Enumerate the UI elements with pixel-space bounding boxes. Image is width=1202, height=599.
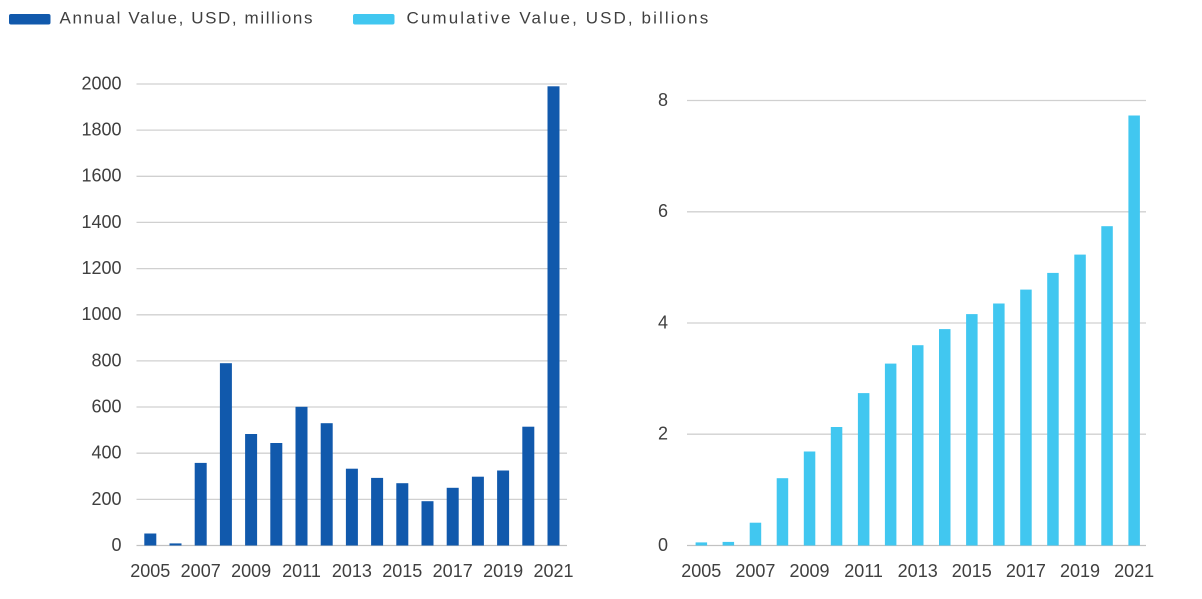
svg-text:2007: 2007 [181, 561, 221, 581]
svg-text:1000: 1000 [81, 304, 121, 324]
svg-text:0: 0 [658, 535, 668, 555]
svg-text:8: 8 [658, 90, 668, 110]
svg-text:1400: 1400 [81, 212, 121, 232]
svg-text:2015: 2015 [952, 561, 992, 581]
svg-text:2021: 2021 [533, 561, 573, 581]
svg-text:2005: 2005 [681, 561, 721, 581]
svg-text:400: 400 [91, 443, 121, 463]
svg-text:2005: 2005 [130, 561, 170, 581]
svg-text:0: 0 [111, 535, 121, 555]
svg-text:1800: 1800 [81, 120, 121, 140]
svg-text:2011: 2011 [282, 561, 321, 581]
svg-text:Annual Value, USD, millions: Annual Value, USD, millions [60, 9, 315, 28]
svg-text:2009: 2009 [789, 561, 829, 581]
svg-text:200: 200 [91, 489, 121, 509]
svg-text:4: 4 [658, 312, 668, 332]
svg-text:6: 6 [658, 201, 668, 221]
svg-text:2019: 2019 [1060, 561, 1100, 581]
svg-text:2015: 2015 [382, 561, 422, 581]
svg-text:2019: 2019 [483, 561, 523, 581]
svg-text:2011: 2011 [844, 561, 883, 581]
svg-text:Cumulative Value, USD, billion: Cumulative Value, USD, billions [407, 9, 711, 28]
svg-text:2: 2 [658, 424, 668, 444]
svg-text:2009: 2009 [231, 561, 271, 581]
svg-text:2017: 2017 [1006, 561, 1046, 581]
svg-text:2017: 2017 [433, 561, 473, 581]
svg-text:2013: 2013 [332, 561, 372, 581]
svg-text:2021: 2021 [1114, 561, 1154, 581]
svg-text:2000: 2000 [81, 73, 121, 93]
svg-text:600: 600 [91, 396, 121, 416]
svg-text:2013: 2013 [898, 561, 938, 581]
svg-text:800: 800 [91, 350, 121, 370]
svg-text:1600: 1600 [81, 166, 121, 186]
svg-text:1200: 1200 [81, 258, 121, 278]
svg-text:2007: 2007 [735, 561, 775, 581]
